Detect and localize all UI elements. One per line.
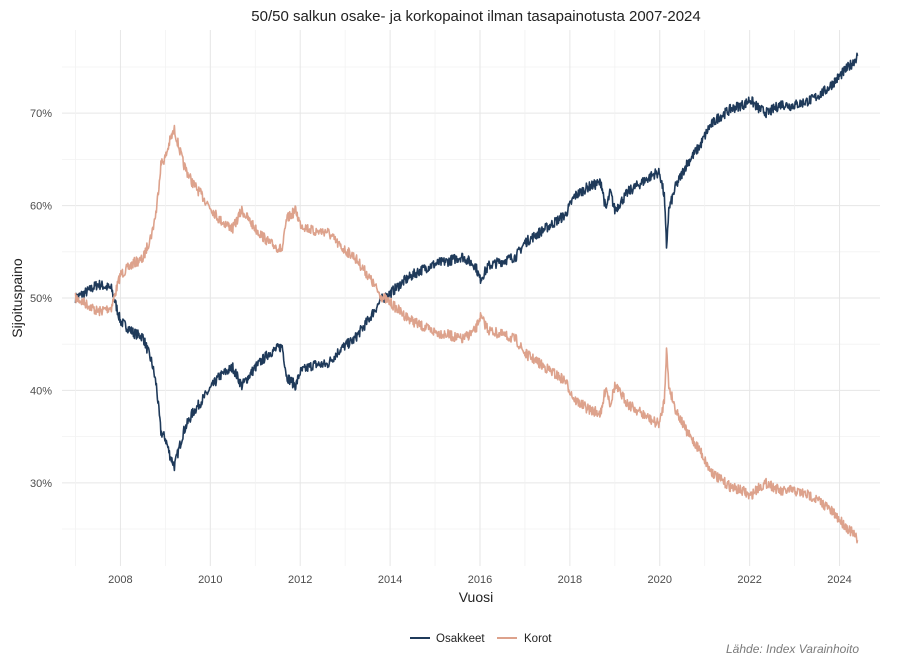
source-caption: Lähde: Index Varainhoito xyxy=(726,642,859,656)
x-tick-label: 2024 xyxy=(827,574,851,586)
legend-label-korot: Korot xyxy=(524,633,552,645)
grid xyxy=(62,30,880,566)
x-tick-label: 2014 xyxy=(378,574,402,586)
y-tick-label: 30% xyxy=(30,478,52,490)
x-tick-label: 2010 xyxy=(198,574,222,586)
y-axis-title: Sijoituspaino xyxy=(9,258,25,338)
x-axis-title: Vuosi xyxy=(459,589,494,605)
series-layer xyxy=(74,52,859,544)
y-tick-label: 40% xyxy=(30,385,52,397)
x-tick-label: 2022 xyxy=(737,574,761,586)
y-tick-label: 50% xyxy=(30,293,52,305)
y-axis: 30% 40% 50% 60% 70% xyxy=(30,108,52,490)
x-axis: 2008 2010 2012 2014 2016 2018 2020 2022 2024 xyxy=(108,574,852,586)
legend-label-osakkeet: Osakkeet xyxy=(436,633,485,645)
x-tick-label: 2020 xyxy=(648,574,672,586)
series-line-osakkeet xyxy=(74,52,859,472)
series-line-korot xyxy=(74,124,859,544)
x-tick-label: 2018 xyxy=(558,574,582,586)
y-tick-label: 60% xyxy=(30,201,52,213)
legend: Osakkeet Korot xyxy=(410,633,552,645)
chart-title: 50/50 salkun osake- ja korkopainot ilman… xyxy=(251,8,700,25)
y-tick-label: 70% xyxy=(30,108,52,120)
x-tick-label: 2016 xyxy=(468,574,492,586)
x-tick-label: 2008 xyxy=(108,574,132,586)
x-tick-label: 2012 xyxy=(288,574,312,586)
